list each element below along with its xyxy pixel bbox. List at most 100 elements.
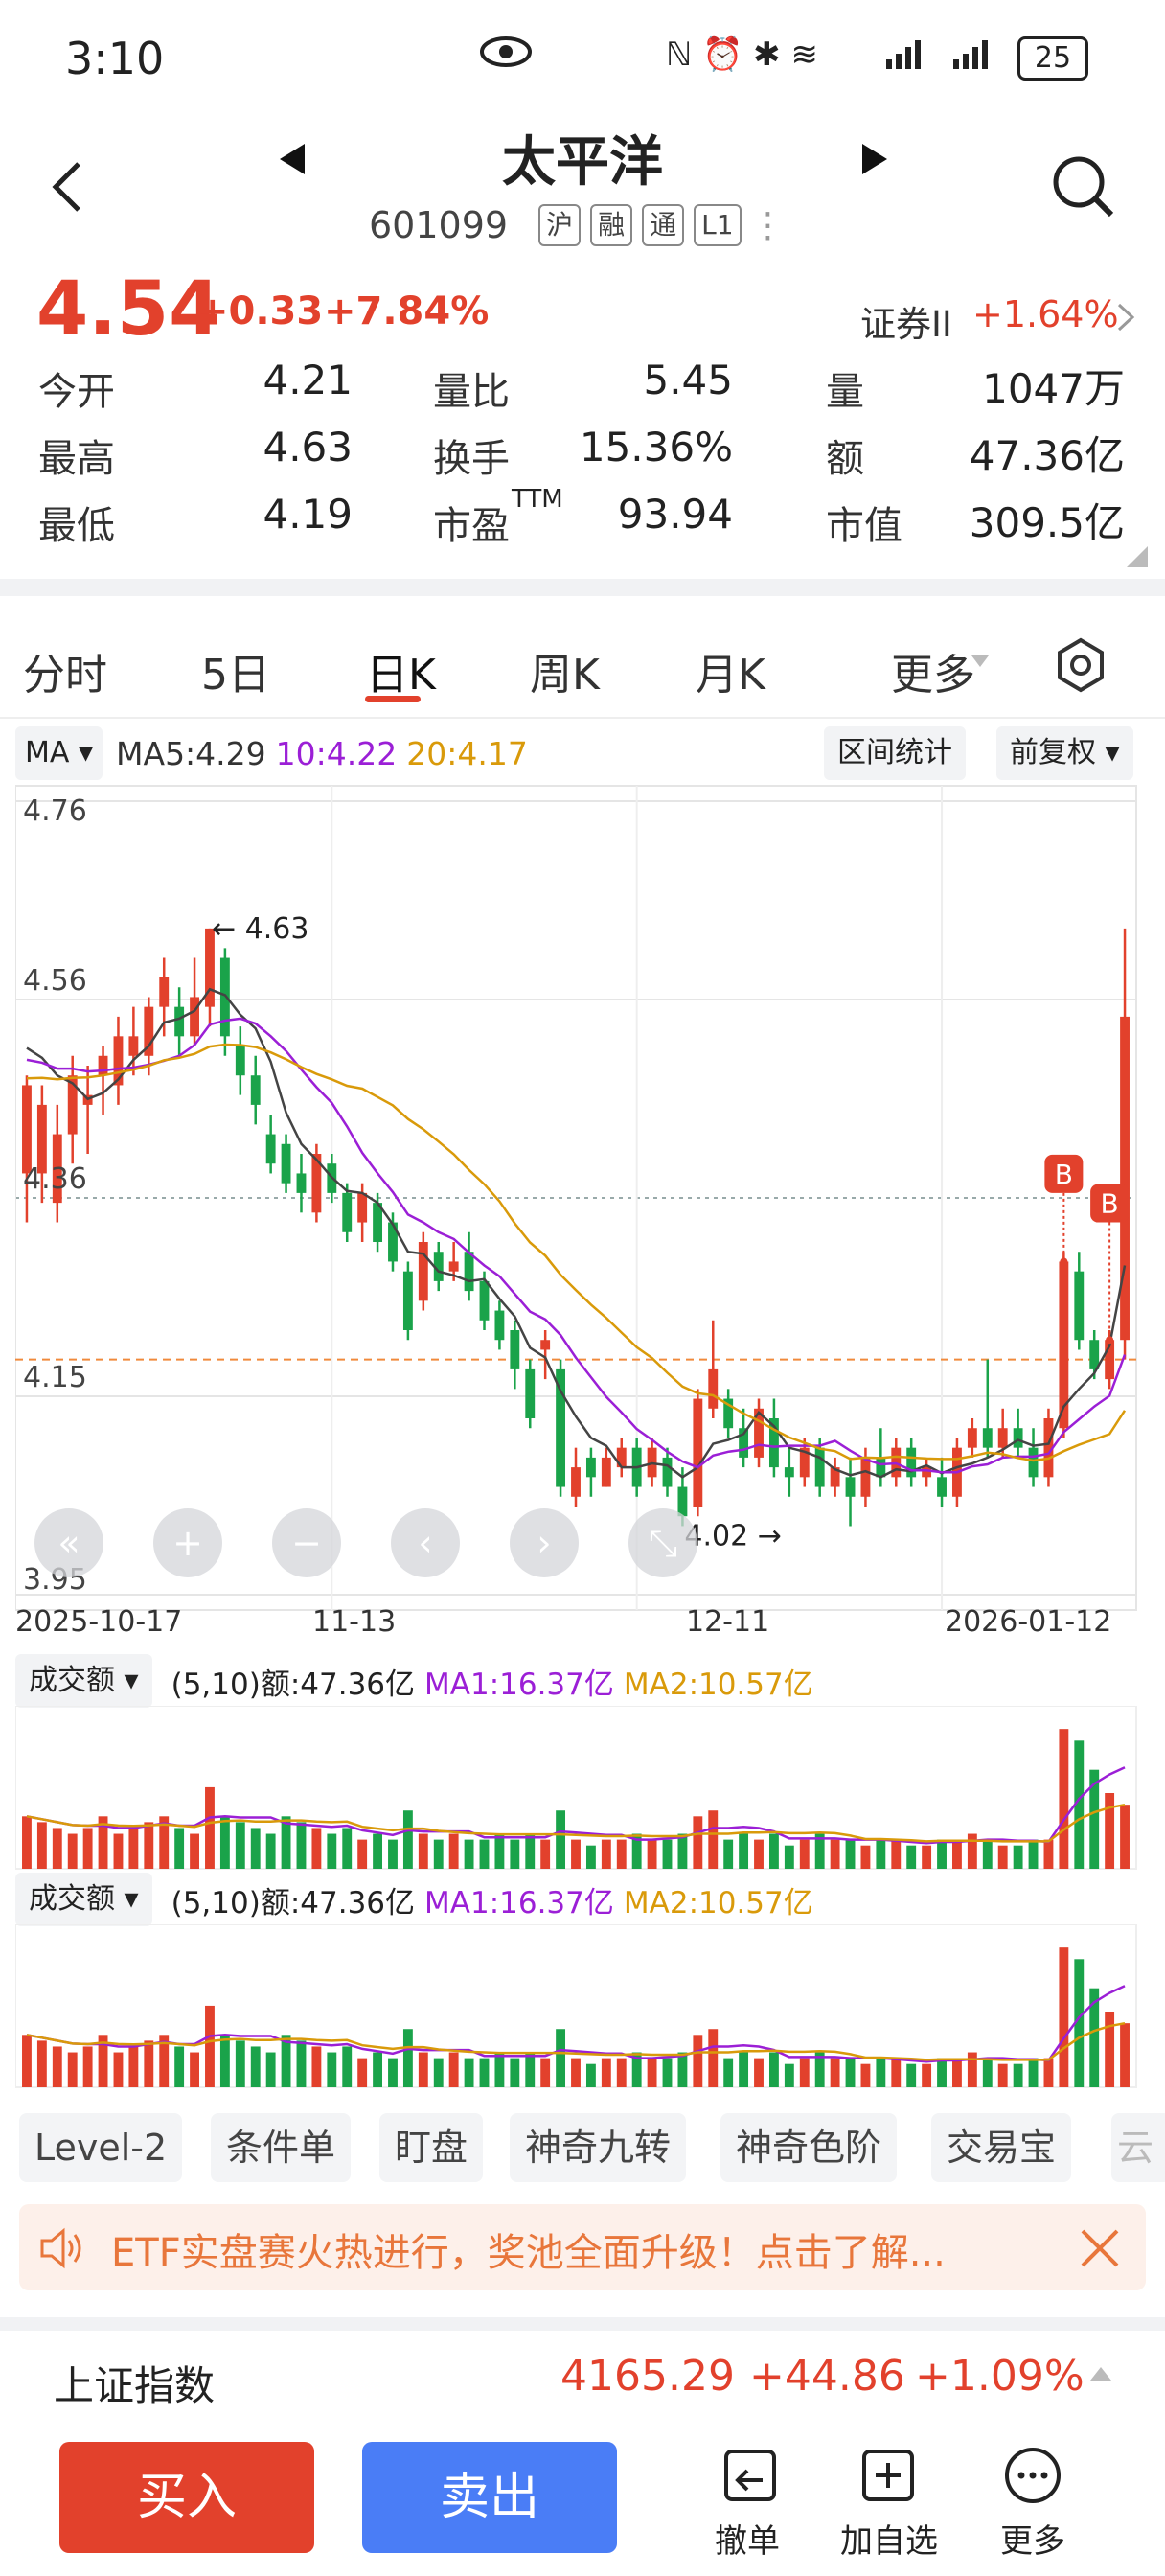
volume-bar (616, 2058, 627, 2087)
feature-button[interactable]: 神奇色阶 (720, 2113, 898, 2182)
search-icon[interactable] (1050, 153, 1117, 220)
clock: 3:10 (65, 33, 165, 84)
volume-bar (113, 1833, 124, 1869)
next-icon[interactable]: › (510, 1508, 579, 1577)
svg-text:›: › (537, 1522, 551, 1564)
caret-down-icon[interactable] (970, 652, 991, 671)
svg-text:B: B (1101, 1188, 1119, 1220)
volume-ma-line (26, 1985, 1126, 2063)
candle (601, 1447, 611, 1487)
volume-ma-line (26, 1766, 1126, 1845)
volume-bar (556, 2029, 566, 2087)
volume-bar (585, 1845, 596, 1869)
range-stats-button[interactable]: 区间统计 (824, 726, 966, 780)
feature-button[interactable]: 云 (1111, 2113, 1165, 2182)
volume-bar (1059, 1947, 1069, 2087)
volume-bar (311, 2046, 322, 2087)
volume-bar (464, 1839, 474, 1869)
volume-bar (631, 1833, 642, 1869)
candle (342, 1183, 353, 1242)
settings-icon[interactable] (1052, 636, 1109, 694)
close-icon[interactable] (1079, 2227, 1121, 2269)
volume-ma2: MA2:10.57亿 (623, 1885, 813, 1920)
volume-bar (1074, 1740, 1085, 1869)
feature-button[interactable]: 盯盘 (379, 2113, 484, 2182)
buy-signal-marker[interactable]: B (1044, 1154, 1084, 1266)
next-stock-icon[interactable] (860, 142, 889, 176)
tab-item[interactable]: 更多 (891, 651, 975, 700)
volume-bar (1105, 1793, 1115, 1869)
svg-text:B: B (1055, 1159, 1073, 1190)
volume-bar (784, 1845, 794, 1869)
promo-banner[interactable]: ETF实盘赛火热进行，奖池全面升级！点击了解... (19, 2204, 1146, 2290)
tag-sh: 沪 (538, 204, 582, 246)
volume-bar (677, 2052, 688, 2087)
cancel-order-button[interactable]: 撤单 (690, 2446, 805, 2562)
volume-bar (357, 2058, 368, 2087)
tab-item[interactable]: 日K (366, 651, 436, 700)
ma-selector[interactable]: MA ▾ (15, 726, 103, 780)
volume-bar (784, 2063, 794, 2087)
eye-icon (480, 36, 532, 67)
ma20-value: 20:4.17 (406, 734, 528, 772)
rewind-icon[interactable]: « (34, 1508, 103, 1577)
volume-bar (144, 1822, 154, 1869)
sell-button[interactable]: 卖出 (362, 2442, 617, 2553)
candle (1074, 1252, 1085, 1350)
quote-value: 4.63 (263, 424, 353, 471)
volume-bar (601, 2058, 611, 2087)
volume-bar (219, 1816, 230, 1869)
prev-icon[interactable]: ‹ (391, 1508, 460, 1577)
candle (967, 1418, 977, 1458)
volume-bar (952, 1839, 962, 1869)
expand-corner-icon[interactable] (1127, 546, 1148, 567)
index-pct: +1.09% (915, 2352, 1085, 2401)
tab-item[interactable]: 周K (530, 651, 600, 700)
feature-button[interactable]: Level-2 (19, 2113, 183, 2182)
candle (784, 1447, 794, 1497)
x-tick-label: 11-13 (312, 1605, 396, 1639)
add-watchlist-button[interactable]: 加自选 (832, 2446, 947, 2562)
buy-signal-marker[interactable]: B (1090, 1184, 1130, 1345)
tab-item[interactable]: 月K (696, 651, 765, 700)
volume-ma-line (26, 1803, 1126, 1843)
more-dots-icon[interactable]: ⋮ (750, 205, 786, 245)
sector-pct[interactable]: +1.64% (972, 293, 1119, 335)
sector-name[interactable]: 证券II (860, 304, 952, 345)
candle (265, 1115, 276, 1174)
zoom-in-icon[interactable]: + (153, 1508, 222, 1577)
buy-button[interactable]: 买入 (59, 2442, 314, 2553)
zoom-out-icon[interactable]: − (272, 1508, 341, 1577)
caret-up-icon[interactable] (1088, 2363, 1113, 2384)
feature-button[interactable]: 条件单 (211, 2113, 352, 2182)
tab-item[interactable]: 分时 (23, 651, 107, 700)
y-tick-label: 4.15 (23, 1361, 87, 1394)
adjust-selector[interactable]: 前复权 ▾ (996, 726, 1133, 780)
index-name[interactable]: 上证指数 (54, 2362, 216, 2409)
volume-bar (799, 2058, 810, 2087)
volume-bar (52, 2046, 62, 2087)
candle (768, 1398, 779, 1478)
prev-stock-icon[interactable] (278, 142, 307, 176)
volume-bar (52, 1828, 62, 1869)
chevron-right-icon[interactable] (1115, 301, 1136, 334)
volume-chart-2 (15, 1924, 1137, 2088)
volume-bar (1120, 2023, 1130, 2087)
candle (219, 948, 230, 1056)
feature-button[interactable]: 交易宝 (931, 2113, 1072, 2182)
volume-selector-1[interactable]: 成交额 ▾ (15, 1654, 152, 1708)
volume-selector-2[interactable]: 成交额 ▾ (15, 1873, 152, 1926)
fullscreen-icon[interactable]: ⤡ (628, 1508, 697, 1577)
tab-item[interactable]: 5日 (201, 651, 270, 700)
candle (296, 1154, 307, 1213)
volume-bar (982, 2058, 993, 2087)
volume-bar (402, 1810, 413, 1869)
more-button[interactable]: 更多 (975, 2446, 1090, 2562)
x-tick-label: 12-11 (686, 1605, 769, 1639)
candle (662, 1447, 673, 1497)
feature-button[interactable]: 神奇九转 (510, 2113, 687, 2182)
back-icon[interactable] (48, 158, 86, 216)
volume-bar (891, 1839, 902, 1869)
volume-bar (296, 1822, 307, 1869)
